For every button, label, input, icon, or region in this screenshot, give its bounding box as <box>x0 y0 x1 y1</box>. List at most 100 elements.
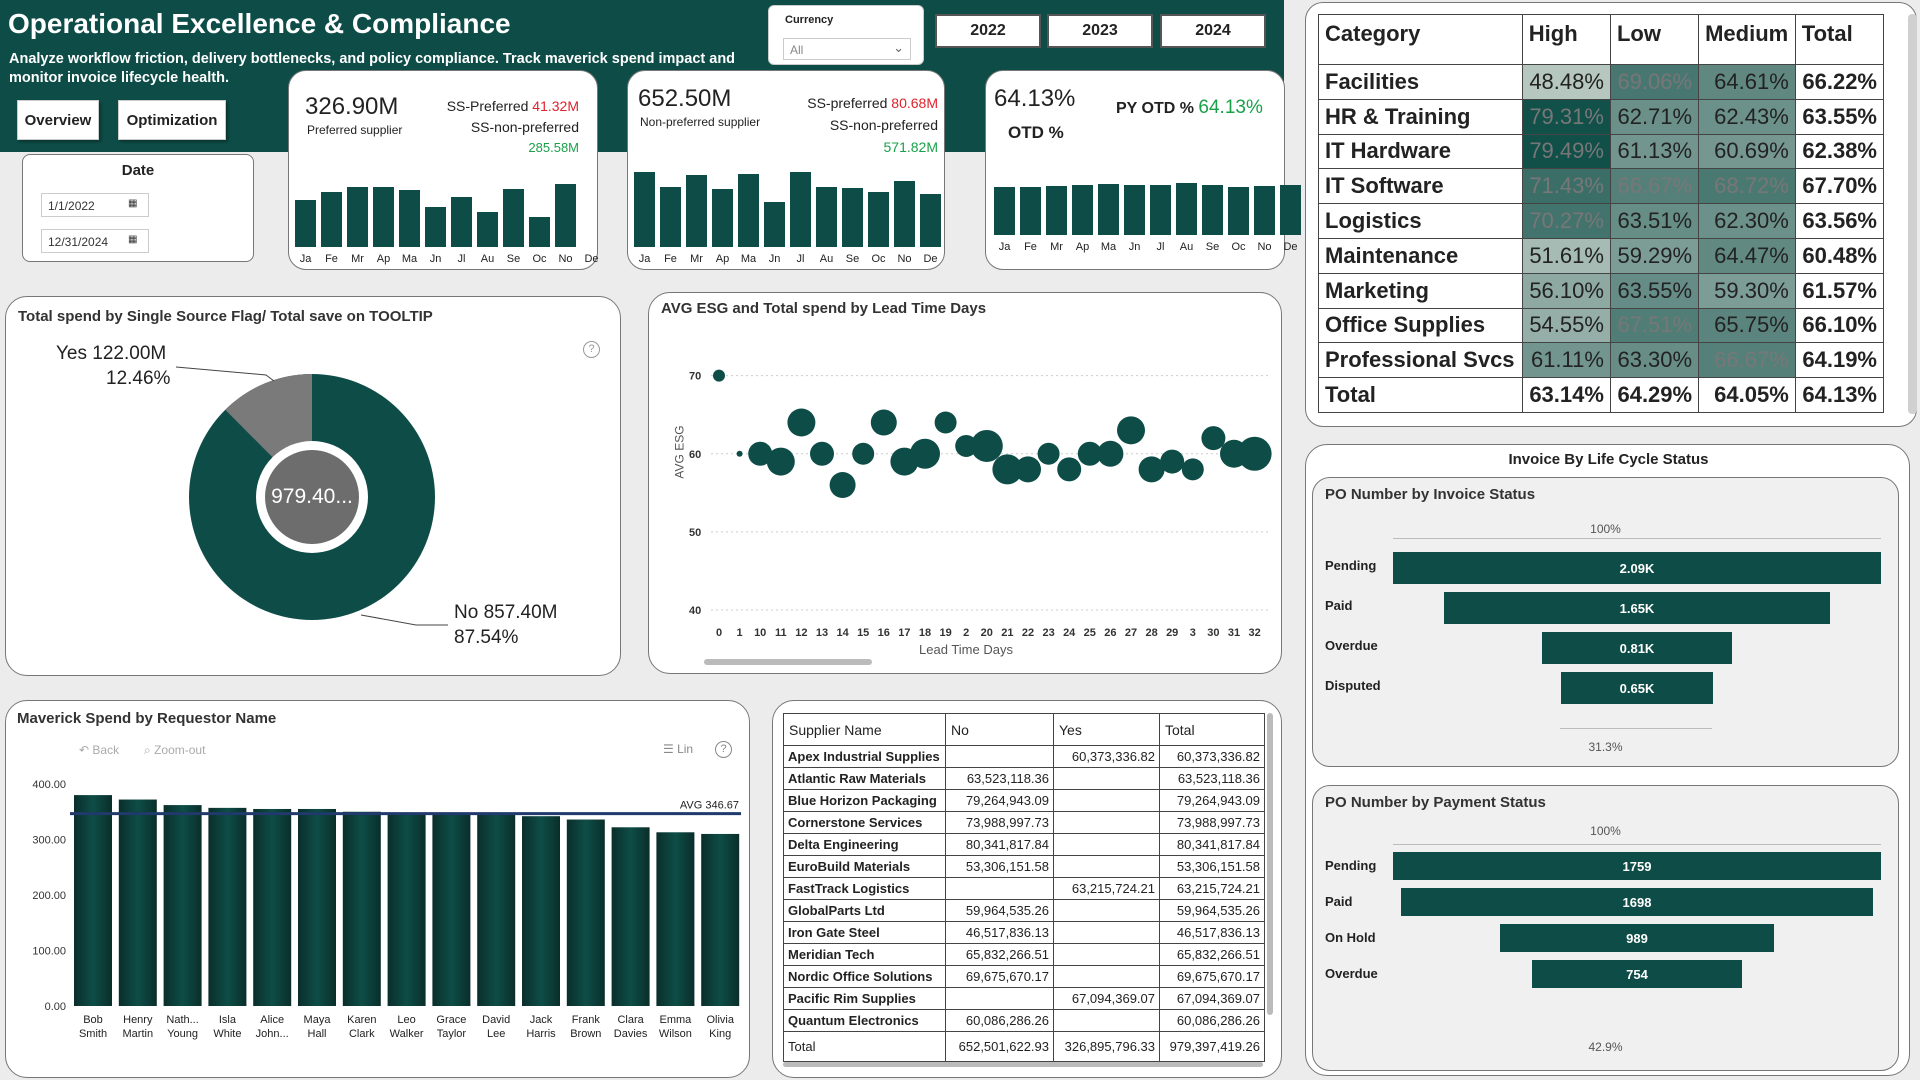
table-row[interactable]: Quantum Electronics 60,086,286.26 60,086,2… <box>783 1009 1265 1032</box>
requestor-bar[interactable] <box>656 832 695 1006</box>
scatter-point[interactable] <box>934 411 957 434</box>
month-bar[interactable] <box>373 187 394 247</box>
scatter-point[interactable] <box>1201 426 1226 451</box>
month-bar[interactable] <box>295 200 316 247</box>
scatter-point[interactable] <box>1037 442 1060 465</box>
zoom-out-button[interactable]: ⌕ Zoom-out <box>144 743 206 757</box>
month-bar[interactable] <box>816 187 837 247</box>
scatter-point[interactable] <box>787 408 816 437</box>
month-bar[interactable] <box>451 197 472 247</box>
table-row[interactable]: EuroBuild Materials 53,306,151.58 53,306,1… <box>783 855 1265 878</box>
supplier-hscrollbar[interactable] <box>783 1062 1263 1067</box>
calendar-icon[interactable]: ▦ <box>128 234 138 245</box>
requestor-bar[interactable] <box>253 808 292 1006</box>
col-medium[interactable]: Medium <box>1698 14 1796 65</box>
requestor-bar[interactable] <box>118 799 157 1006</box>
scatter-point[interactable] <box>736 450 743 457</box>
matrix-row[interactable]: HR & Training 79.31% 62.71% 62.43% 63.55% <box>1318 98 1885 135</box>
year-2024-button[interactable]: 2024 <box>1160 14 1266 48</box>
matrix-row[interactable]: Maintenance 51.61% 59.29% 64.47% 60.48% <box>1318 237 1885 274</box>
month-bar[interactable] <box>529 217 550 247</box>
matrix-row[interactable]: Office Supplies 54.55% 67.51% 65.75% 66.10% <box>1318 307 1885 344</box>
month-bar[interactable] <box>1124 185 1145 235</box>
month-bar[interactable] <box>1280 185 1301 235</box>
month-bar[interactable] <box>994 187 1015 235</box>
scatter-point[interactable] <box>748 441 773 466</box>
requestor-bar[interactable] <box>74 795 112 1006</box>
table-row[interactable]: Nordic Office Solutions 69,675,670.17 69,6… <box>783 965 1265 988</box>
table-row[interactable]: Blue Horizon Packaging 79,264,943.09 79,26… <box>783 789 1265 812</box>
year-2023-button[interactable]: 2023 <box>1047 14 1153 48</box>
matrix-row[interactable]: Logistics 70.27% 63.51% 62.30% 63.56% <box>1318 203 1885 239</box>
back-button[interactable]: ↶ Back <box>79 743 120 757</box>
table-row[interactable]: Meridian Tech 65,832,266.51 65,832,266.51 <box>783 943 1265 966</box>
col-supplier-name[interactable]: Supplier Name <box>783 713 946 746</box>
month-bar[interactable] <box>1228 187 1249 235</box>
requestor-bar[interactable] <box>701 833 740 1006</box>
requestor-bar[interactable] <box>477 814 516 1006</box>
month-bar[interactable] <box>920 194 941 247</box>
scatter-point[interactable] <box>1117 416 1145 445</box>
lin-button[interactable]: ☰ Lin <box>663 742 694 756</box>
table-row[interactable]: Atlantic Raw Materials 63,523,118.36 63,52… <box>783 767 1265 790</box>
funnel-bar[interactable]: 754 <box>1532 960 1742 988</box>
scatter-point[interactable] <box>870 409 897 436</box>
requestor-bar[interactable] <box>163 805 202 1006</box>
requestor-bar[interactable] <box>611 827 650 1006</box>
month-bar[interactable] <box>1046 186 1067 235</box>
scatter-point[interactable] <box>766 447 795 476</box>
col-yes[interactable]: Yes <box>1053 713 1160 746</box>
scatter-point[interactable] <box>1057 457 1082 482</box>
funnel-bar[interactable]: 0.65K <box>1561 672 1713 704</box>
scatter-point[interactable] <box>1077 441 1102 466</box>
requestor-bar[interactable] <box>298 808 336 1006</box>
scatter-point[interactable] <box>713 369 725 382</box>
funnel-bar[interactable]: 1.65K <box>1444 592 1830 624</box>
scatter-point[interactable] <box>1160 449 1185 474</box>
month-bar[interactable] <box>425 207 446 247</box>
scatter-point[interactable] <box>810 441 834 466</box>
table-row[interactable]: Apex Industrial Supplies 60,373,336.82 60,… <box>783 745 1265 768</box>
requestor-bar[interactable] <box>522 816 560 1006</box>
month-bar[interactable] <box>1020 187 1041 235</box>
month-bar[interactable] <box>1176 183 1197 235</box>
table-row[interactable]: Cornerstone Services 73,988,997.73 73,988,… <box>783 811 1265 834</box>
scatter-point[interactable] <box>1138 456 1165 483</box>
scatter-point[interactable] <box>1181 458 1204 481</box>
requestor-bar[interactable] <box>566 819 605 1006</box>
funnel-bar[interactable]: 2.09K <box>1393 552 1881 584</box>
end-date-input[interactable]: 12/31/2024 ▦ <box>41 229 149 253</box>
month-bar[interactable] <box>1254 186 1275 235</box>
requestor-bar[interactable] <box>342 811 381 1006</box>
month-bar[interactable] <box>712 189 733 247</box>
matrix-row[interactable]: IT Software 71.43% 66.67% 68.72% 67.70% <box>1318 168 1885 205</box>
year-2022-button[interactable]: 2022 <box>935 14 1041 48</box>
month-bar[interactable] <box>738 174 759 247</box>
month-bar[interactable] <box>321 192 342 247</box>
requestor-bar[interactable] <box>387 812 426 1006</box>
table-row[interactable]: Delta Engineering 80,341,817.84 80,341,817… <box>783 833 1265 856</box>
matrix-row[interactable]: IT Hardware 79.49% 61.13% 60.69% 62.38% <box>1318 133 1885 170</box>
scatter-point[interactable] <box>1015 456 1041 483</box>
month-bar[interactable] <box>1150 185 1171 235</box>
funnel-bar[interactable]: 989 <box>1499 924 1775 952</box>
help-icon[interactable]: ? <box>583 341 600 358</box>
currency-dropdown[interactable]: All ⌄ <box>783 38 911 60</box>
scatter-point[interactable] <box>970 429 1003 462</box>
scatter-point[interactable] <box>1097 440 1124 467</box>
col-high[interactable]: High <box>1521 14 1611 65</box>
month-bar[interactable] <box>1098 184 1119 235</box>
scatter-point[interactable] <box>829 472 856 498</box>
month-bar[interactable] <box>634 172 655 247</box>
matrix-row[interactable]: Facilities 48.48% 69.06% 64.61% 66.22% <box>1318 64 1885 100</box>
matrix-row[interactable]: Marketing 56.10% 63.55% 59.30% 61.57% <box>1318 272 1885 309</box>
funnel-bar[interactable]: 1759 <box>1393 852 1881 880</box>
requestor-bar[interactable] <box>208 807 247 1006</box>
table-row[interactable]: FastTrack Logistics 63,215,724.21 63,215,7… <box>783 877 1265 900</box>
scatter-point[interactable] <box>910 438 940 469</box>
calendar-icon[interactable]: ▦ <box>128 198 138 209</box>
funnel-bar[interactable]: 0.81K <box>1542 632 1732 664</box>
col-low[interactable]: Low <box>1609 14 1700 65</box>
matrix-scrollbar[interactable] <box>1908 14 1917 414</box>
month-bar[interactable] <box>399 190 420 247</box>
